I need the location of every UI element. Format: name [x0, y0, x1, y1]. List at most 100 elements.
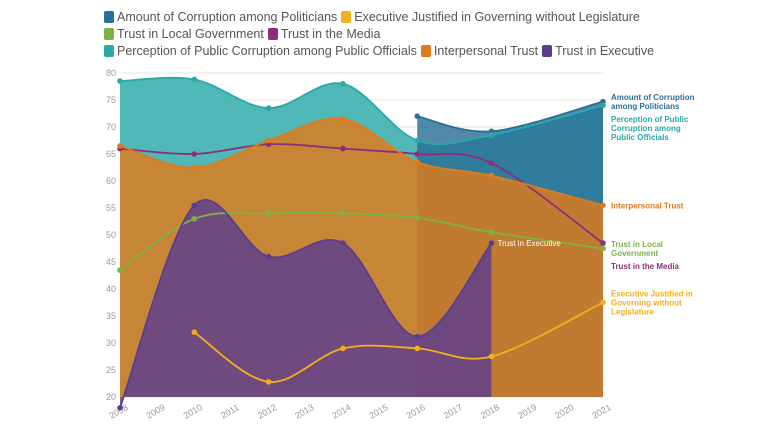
- data-point: [488, 172, 495, 179]
- x-tick-label: 2008: [107, 402, 129, 421]
- legend-swatch: [104, 11, 114, 23]
- x-tick-label: 2014: [330, 402, 352, 421]
- y-tick-label: 40: [106, 284, 116, 294]
- label-line: among Politicians: [611, 102, 680, 111]
- legend-label: Trust in Executive: [555, 44, 655, 58]
- legend-swatch: [104, 28, 114, 40]
- series-end-label: Executive Justified in Governing without L…: [611, 290, 693, 317]
- series-line: [119, 199, 493, 409]
- x-tick-label: 2017: [442, 402, 464, 421]
- x-tick-label: 2010: [182, 402, 204, 421]
- data-point: [340, 240, 346, 246]
- x-tick-label: 2021: [590, 402, 612, 421]
- data-point: [117, 405, 123, 411]
- x-tick-label: 2011: [219, 402, 241, 420]
- y-tick-label: 50: [106, 230, 116, 240]
- label-line: Governing without: [611, 299, 682, 308]
- data-point: [488, 240, 495, 246]
- data-point: [414, 345, 421, 352]
- data-point: [414, 214, 421, 221]
- x-tick-label: 2015: [367, 402, 389, 421]
- data-point: [414, 113, 421, 119]
- data-point: [600, 299, 606, 306]
- legend-label: Amount of Corruption among Politicians: [117, 10, 338, 24]
- label-line: Executive Justified in: [611, 290, 693, 299]
- series-end-label: Trust in Executive: [498, 239, 562, 248]
- legend-swatch: [267, 28, 278, 40]
- label-line: Trust in the Media: [611, 262, 680, 271]
- label-line: Interpersonal Trust: [611, 201, 684, 210]
- y-tick-label: 30: [106, 338, 116, 348]
- data-point: [414, 333, 421, 340]
- legend-label: Trust in the Media: [280, 27, 381, 41]
- legend-item[interactable]: Trust in Executive: [542, 43, 654, 60]
- series-end-label: Amount of Corruption among Politicians: [611, 93, 695, 111]
- data-point: [265, 137, 272, 144]
- data-point: [265, 253, 272, 260]
- label-line: Legislature: [611, 308, 654, 317]
- data-point: [414, 137, 421, 144]
- data-point: [191, 329, 198, 336]
- data-point: [191, 76, 198, 83]
- series-end-label: Interpersonal Trust: [611, 201, 684, 210]
- series-end-label: Trust in Local Government: [611, 240, 663, 258]
- series-line: [193, 301, 604, 383]
- y-tick-label: 35: [106, 311, 116, 321]
- data-point: [414, 159, 421, 165]
- label-line: Trust in Local: [611, 240, 663, 249]
- x-tick-label: 2013: [293, 402, 315, 421]
- y-tick-label: 55: [106, 203, 116, 213]
- label-line: Corruption among: [611, 124, 681, 133]
- legend-item[interactable]: Executive Justified in Governing without…: [341, 9, 640, 26]
- legend-swatch: [104, 45, 114, 57]
- y-tick-label: 60: [106, 176, 116, 186]
- x-tick-label: 2018: [479, 402, 501, 421]
- x-tick-label: 2016: [405, 402, 427, 421]
- y-tick-label: 20: [106, 392, 116, 402]
- data-point: [488, 132, 495, 138]
- legend-item[interactable]: Interpersonal Trust: [420, 43, 538, 60]
- x-tick-label: 2009: [144, 402, 166, 421]
- series-end-label: Trust in the Media: [611, 262, 680, 271]
- data-point: [600, 102, 606, 109]
- legend-item[interactable]: Trust in Local Government: [104, 26, 264, 43]
- data-point: [340, 210, 346, 217]
- data-point: [117, 143, 123, 149]
- data-point: [265, 210, 272, 217]
- data-point: [191, 151, 198, 157]
- data-point: [191, 216, 198, 222]
- legend-label: Trust in Local Government: [117, 27, 264, 41]
- y-tick-label: 80: [106, 68, 116, 78]
- label-line: Perception of Public: [611, 115, 689, 124]
- label-line: Government: [611, 249, 658, 258]
- legend-label: Executive Justified in Governing without…: [354, 10, 640, 24]
- data-point: [488, 353, 495, 360]
- legend-item[interactable]: Amount of Corruption among Politicians: [104, 9, 337, 26]
- legend-swatch: [542, 45, 553, 57]
- data-point: [340, 145, 346, 152]
- legend-swatch: [341, 11, 352, 23]
- data-point: [340, 116, 346, 122]
- x-tick-label: 2012: [256, 402, 278, 421]
- data-point: [191, 202, 198, 209]
- legend-item[interactable]: Trust in the Media: [267, 26, 381, 43]
- data-point: [265, 379, 272, 385]
- data-point: [600, 202, 606, 209]
- data-point: [600, 240, 606, 246]
- legend-swatch: [420, 45, 431, 57]
- data-point: [117, 267, 123, 273]
- data-point: [340, 345, 346, 352]
- data-point: [488, 160, 495, 166]
- x-tick-label: 2020: [553, 402, 575, 421]
- legend: Amount of Corruption among Politicians Ex…: [104, 9, 664, 60]
- series-end-label: Perception of Public Corruption among Publ…: [611, 115, 689, 142]
- data-point: [340, 81, 346, 87]
- label-line: Public Officials: [611, 133, 669, 142]
- legend-item[interactable]: Perception of Public Corruption among Pu…: [104, 43, 417, 60]
- data-point: [265, 105, 272, 111]
- y-tick-label: 45: [106, 257, 116, 267]
- legend-label: Perception of Public Corruption among Pu…: [117, 44, 417, 58]
- data-point: [414, 151, 421, 157]
- label-line: Amount of Corruption: [611, 93, 695, 102]
